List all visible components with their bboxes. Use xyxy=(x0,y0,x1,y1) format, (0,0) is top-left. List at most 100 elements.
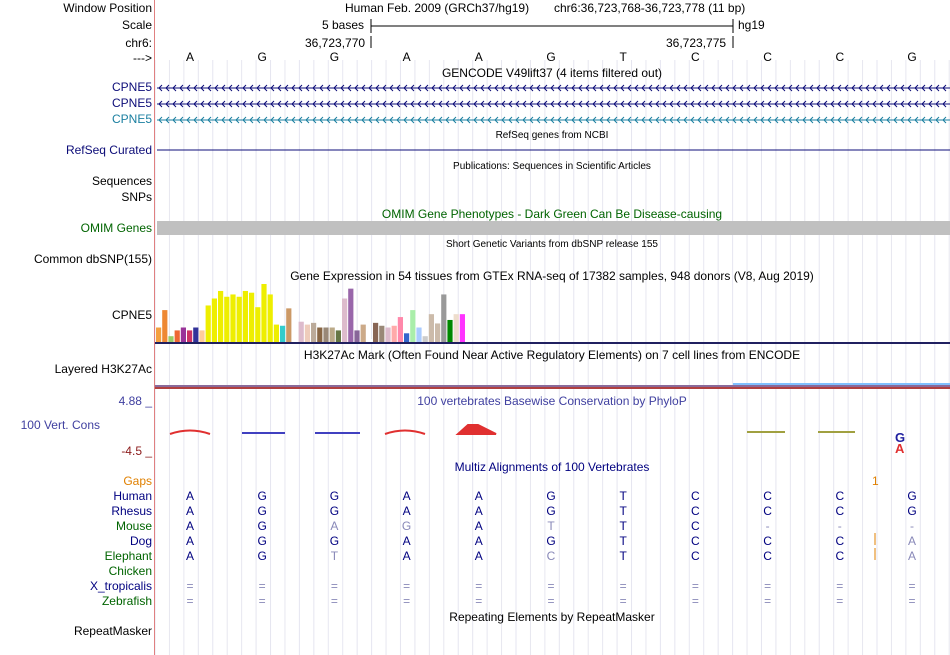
multiz-species-label-dog[interactable]: Dog xyxy=(129,534,152,548)
refseq-track-label[interactable]: RefSeq Curated xyxy=(65,143,152,157)
strand-chevron xyxy=(263,116,268,124)
strand-chevron xyxy=(340,116,345,124)
gencode-gene-label-3[interactable]: CPNE5 xyxy=(111,112,152,126)
strand-chevron xyxy=(312,116,317,124)
multiz-species-label-human[interactable]: Human xyxy=(113,489,152,503)
gtex-tissue-bar xyxy=(459,314,465,342)
omim-feature-bar[interactable] xyxy=(157,221,950,235)
strand-chevron xyxy=(200,100,205,108)
multiz-species-label-zebrafish[interactable]: Zebrafish xyxy=(101,594,152,608)
strand-chevron xyxy=(256,116,261,124)
h3k27ac-track-label[interactable]: Layered H3K27Ac xyxy=(54,362,152,376)
gtex-tissue-bar xyxy=(255,307,261,342)
alignment-base: = xyxy=(908,594,916,608)
alignment-base: G xyxy=(329,534,340,548)
strand-chevron xyxy=(578,100,583,108)
phylop-conservation-plot[interactable]: GA xyxy=(155,408,950,454)
alignment-base: A xyxy=(185,519,195,533)
strand-chevron xyxy=(186,116,191,124)
strand-chevron xyxy=(214,84,219,92)
gencode-gene-features[interactable] xyxy=(155,80,950,130)
genome-browser-image[interactable]: Human Feb. 2009 (GRCh37/hg19) chr6:36,72… xyxy=(155,0,950,655)
alignment-base: A xyxy=(185,504,195,518)
strand-chevron xyxy=(620,100,625,108)
strand-chevron xyxy=(704,100,709,108)
alignment-base: A xyxy=(907,534,917,548)
gtex-gene-label[interactable]: CPNE5 xyxy=(111,308,152,322)
strand-chevron xyxy=(900,84,905,92)
gtex-tissue-bar xyxy=(187,330,193,342)
strand-chevron xyxy=(844,100,849,108)
strand-chevron xyxy=(886,84,891,92)
strand-chevron xyxy=(291,116,296,124)
strand-chevron xyxy=(837,84,842,92)
strand-chevron xyxy=(858,100,863,108)
alignment-base: = xyxy=(258,594,266,608)
coord-ticks xyxy=(370,36,734,48)
alignment-base: C xyxy=(546,549,556,563)
multiz-species-label-chicken[interactable]: Chicken xyxy=(108,564,152,578)
h3k27ac-signal[interactable] xyxy=(155,380,950,392)
strand-chevron xyxy=(823,100,828,108)
repeatmasker-track-title[interactable]: Repeating Elements by RepeatMasker xyxy=(449,610,655,624)
multiz-species-label-mouse[interactable]: Mouse xyxy=(115,519,152,533)
publications-sequences-label[interactable]: Sequences xyxy=(91,174,152,188)
publications-snps-label[interactable]: SNPs xyxy=(121,190,152,204)
omim-track-title[interactable]: OMIM Gene Phenotypes - Dark Green Can Be… xyxy=(381,207,723,221)
strand-chevron xyxy=(179,116,184,124)
strand-chevron xyxy=(942,116,947,124)
gtex-tissue-bar xyxy=(193,327,199,342)
multiz-track-title[interactable]: Multiz Alignments of 100 Vertebrates xyxy=(454,460,650,474)
omim-track-label[interactable]: OMIM Genes xyxy=(80,221,152,235)
phylop-track-title[interactable]: 100 vertebrates Basewise Conservation by… xyxy=(417,394,687,408)
refseq-gene-line[interactable] xyxy=(155,148,950,152)
gtex-expression-chart[interactable] xyxy=(155,283,950,345)
strand-chevron xyxy=(858,116,863,124)
alignment-base: C xyxy=(835,489,845,503)
strand-chevron xyxy=(354,84,359,92)
multiz-species-label-rhesus[interactable]: Rhesus xyxy=(111,504,152,518)
gencode-gene-label-2[interactable]: CPNE5 xyxy=(111,96,152,110)
strand-chevron xyxy=(501,116,506,124)
gencode-gene-label-1[interactable]: CPNE5 xyxy=(111,80,152,94)
alignment-base: C xyxy=(835,504,845,518)
alignment-base: = xyxy=(691,594,699,608)
strand-chevron xyxy=(480,116,485,124)
strand-chevron xyxy=(389,116,394,124)
strand-chevron xyxy=(774,116,779,124)
alignment-base: C xyxy=(691,519,700,533)
gtex-track-title[interactable]: Gene Expression in 54 tissues from GTEx … xyxy=(290,269,814,283)
reference-base: G xyxy=(257,50,267,64)
strand-chevron xyxy=(249,84,254,92)
dbsnp-track-title[interactable]: Short Genetic Variants from dbSNP releas… xyxy=(446,239,658,250)
publications-track-title[interactable]: Publications: Sequences in Scientific Ar… xyxy=(453,161,651,172)
multiz-species-label-elephant[interactable]: Elephant xyxy=(104,549,152,563)
strand-chevron xyxy=(438,84,443,92)
alignment-base: = xyxy=(186,594,194,608)
phylop-track-label[interactable]: 100 Vert. Cons xyxy=(20,418,100,432)
strand-chevron xyxy=(228,116,233,124)
strand-chevron xyxy=(214,100,219,108)
strand-chevron xyxy=(326,116,331,124)
strand-chevron xyxy=(305,116,310,124)
chrom-label: chr6: xyxy=(125,36,152,50)
multiz-gaps-label[interactable]: Gaps xyxy=(123,474,152,488)
strand-chevron xyxy=(557,100,562,108)
strand-chevron xyxy=(914,100,919,108)
strand-chevron xyxy=(473,116,478,124)
multiz-species-label-xtropicalis[interactable]: X_tropicalis xyxy=(89,579,152,593)
gtex-tissue-bar xyxy=(354,330,360,342)
strand-chevron xyxy=(767,84,772,92)
strand-chevron xyxy=(193,84,198,92)
strand-chevron xyxy=(809,116,814,124)
dbsnp-track-label[interactable]: Common dbSNP(155) xyxy=(33,252,152,266)
strand-chevron xyxy=(746,100,751,108)
gtex-tissue-bar xyxy=(404,333,410,342)
refseq-track-title[interactable]: RefSeq genes from NCBI xyxy=(495,130,609,141)
strand-chevron xyxy=(347,100,352,108)
gtex-tissue-bar xyxy=(348,288,354,342)
h3k27ac-track-title[interactable]: H3K27Ac Mark (Often Found Near Active Re… xyxy=(303,348,801,362)
strand-chevron xyxy=(557,84,562,92)
gencode-track-title[interactable]: GENCODE V49lift37 (4 items filtered out) xyxy=(441,66,663,80)
repeatmasker-track-label[interactable]: RepeatMasker xyxy=(73,624,152,638)
